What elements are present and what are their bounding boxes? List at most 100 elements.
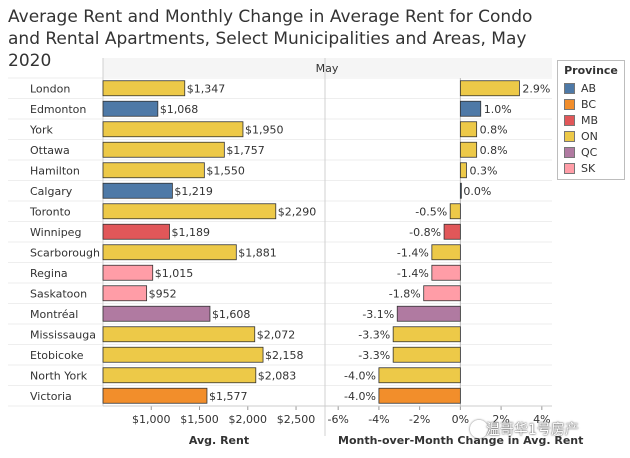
legend-item: SK: [558, 160, 624, 176]
change-value-label: -3.1%: [362, 308, 394, 321]
legend-label: AB: [581, 81, 597, 95]
category-label: Edmonton: [30, 103, 86, 116]
change-bar: [396, 305, 461, 322]
change-bar: [459, 162, 467, 179]
legend-swatch: [564, 162, 575, 174]
change-bar: [392, 346, 461, 363]
change-bar: [431, 264, 461, 281]
rent-value-label: $2,290: [278, 205, 317, 218]
legend-item: AB: [558, 80, 624, 96]
category-label: Toronto: [29, 205, 71, 218]
rent-value-label: $2,083: [258, 369, 297, 382]
category-label: Saskatoon: [30, 287, 87, 300]
change-value-label: -3.3%: [358, 328, 390, 341]
change-bar: [449, 203, 461, 220]
rent-value-label: $1,577: [209, 390, 248, 403]
rent-value-label: $1,608: [212, 308, 251, 321]
change-value-label: 2.9%: [522, 82, 550, 95]
header-label: May: [316, 62, 339, 75]
change-value-label: -4.0%: [344, 369, 376, 382]
change-value-label: -4.0%: [344, 390, 376, 403]
rent-value-label: $1,189: [172, 226, 211, 239]
change-bar: [459, 100, 482, 117]
legend-label: BC: [581, 97, 597, 111]
rent-bar: [102, 244, 237, 261]
rent-value-label: $1,068: [160, 103, 199, 116]
change-value-label: -3.3%: [358, 349, 390, 362]
change-value-label: 0.3%: [469, 164, 497, 177]
rent-value-label: $1,550: [206, 164, 245, 177]
rent-bar: [102, 203, 277, 220]
rent-bar: [102, 182, 173, 199]
change-bar: [378, 387, 461, 404]
legend-label: ON: [581, 129, 598, 143]
category-label: Victoria: [30, 390, 72, 403]
rent-bar: [102, 367, 257, 384]
x-tick-label: 0%: [452, 413, 469, 426]
rent-bar: [102, 223, 170, 240]
rent-value-label: $1,347: [187, 82, 226, 95]
header-band: [103, 58, 552, 77]
rent-value-label: $1,881: [238, 246, 276, 259]
rent-bar: [102, 346, 264, 363]
change-value-label: -1.4%: [397, 267, 429, 280]
rent-value-label: $1,757: [226, 144, 265, 157]
rent-bar: [102, 121, 244, 138]
x-tick-label: $1,500: [180, 413, 219, 426]
rent-bar: [102, 141, 225, 158]
legend: Province AB BC MB ON QC SK: [557, 60, 625, 180]
rent-bar: [102, 162, 205, 179]
category-label: Calgary: [30, 185, 73, 198]
change-value-label: 0.0%: [463, 185, 491, 198]
rent-bar: [102, 80, 186, 97]
rent-value-label: $1,219: [174, 185, 213, 198]
category-label: North York: [30, 369, 88, 382]
category-label: London: [30, 82, 70, 95]
legend-title: Province: [564, 64, 618, 77]
legend-item: BC: [558, 96, 624, 112]
rent-bar: [102, 387, 208, 404]
legend-swatch: [564, 114, 575, 126]
x-axis-title: Avg. Rent: [189, 434, 249, 447]
rent-value-label: $2,072: [257, 328, 296, 341]
x-tick-label: $2,500: [277, 413, 316, 426]
change-bar: [459, 141, 478, 158]
change-value-label: 0.8%: [480, 123, 508, 136]
category-label: Winnipeg: [30, 226, 81, 239]
legend-item: QC: [558, 144, 624, 160]
x-tick-label: $2,000: [229, 413, 268, 426]
change-value-label: -1.4%: [397, 246, 429, 259]
chart-title: Average Rent and Monthly Change in Avera…: [8, 7, 533, 71]
rent-bar: [102, 326, 256, 343]
change-bar: [423, 285, 461, 302]
legend-swatch: [564, 146, 575, 158]
legend-label: MB: [581, 113, 599, 127]
category-label: Hamilton: [30, 164, 80, 177]
category-label: Regina: [30, 267, 68, 280]
change-value-label: -1.8%: [389, 287, 421, 300]
change-bar: [378, 367, 461, 384]
change-bar: [459, 80, 520, 97]
x-tick-label: -2%: [409, 413, 430, 426]
change-bar: [459, 121, 478, 138]
rent-value-label: $2,158: [265, 349, 304, 362]
change-value-label: 0.8%: [480, 144, 508, 157]
rent-bar: [102, 285, 148, 302]
change-bar: [431, 244, 461, 261]
watermark-text: 温哥华1号房产: [486, 422, 579, 438]
category-label: Scarborough: [30, 246, 100, 259]
category-label: Montréal: [30, 308, 78, 321]
category-label: Etobicoke: [30, 349, 84, 362]
legend-swatch: [564, 130, 575, 142]
x-tick-label: -4%: [368, 413, 389, 426]
legend-item: ON: [558, 128, 624, 144]
change-value-label: 1.0%: [484, 103, 512, 116]
change-bar: [459, 182, 462, 199]
rent-bar: [102, 264, 154, 281]
x-tick-label: -6%: [327, 413, 348, 426]
watermark-icon: [470, 420, 488, 438]
category-label: York: [29, 123, 54, 136]
legend-label: SK: [581, 161, 596, 175]
change-value-label: -0.8%: [409, 226, 441, 239]
